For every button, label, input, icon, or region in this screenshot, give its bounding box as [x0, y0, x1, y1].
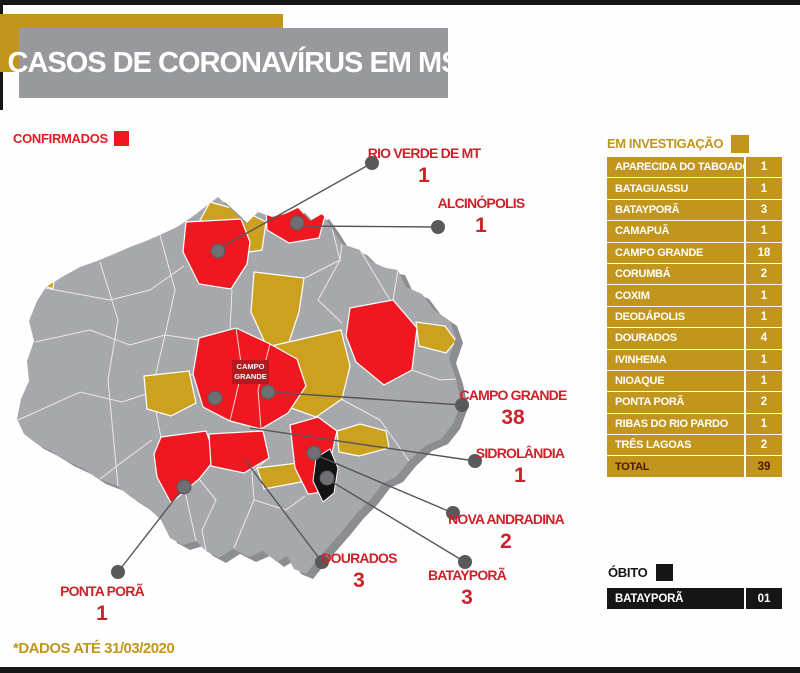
table-row: COXIM 1	[607, 285, 782, 306]
table-row: CORUMBÁ 2	[607, 263, 782, 285]
table-row: DEODÁPOLIS 1	[607, 306, 782, 328]
city-name: TRÊS LAGOAS	[607, 435, 746, 456]
red-square-icon	[113, 131, 129, 146]
callout-value: 2	[500, 530, 512, 554]
total-count: 39	[746, 456, 782, 477]
city-name: BATAGUASSU	[607, 178, 746, 199]
callout-value: 1	[514, 464, 526, 488]
black-square-icon	[656, 564, 674, 581]
city-name: APARECIDA DO TABOADO	[607, 157, 746, 178]
callout-value: 1	[96, 602, 108, 626]
city-name: DEODÁPOLIS	[607, 306, 746, 328]
page-title: CASOS DE CORONAVÍRUS EM MS	[7, 46, 461, 79]
map-markers	[176, 215, 335, 495]
callout-name: NOVA ANDRADINA	[448, 511, 565, 527]
city-count: 2	[746, 263, 782, 285]
callout-name: RIO VERDE DE MT	[367, 145, 481, 161]
legend-confirmados-label: CONFIRMADOS	[13, 131, 108, 146]
city-name: DOURADOS	[607, 328, 746, 349]
callout-value: 1	[418, 164, 430, 188]
city-count: 4	[746, 328, 782, 349]
table-total-row: TOTAL 39	[607, 456, 782, 477]
data-date-footnote: *DADOS ATÉ 31/03/2020	[13, 640, 175, 657]
callout-dourados: DOURADOS 3	[321, 550, 397, 593]
callout-value: 38	[501, 406, 525, 430]
table-row: CAMAPUÃ 1	[607, 221, 782, 242]
legend-obito: ÓBITO	[608, 563, 674, 581]
table-row: NIOAQUE 1	[607, 370, 782, 392]
callout-name: BATAYPORÃ	[427, 567, 507, 583]
callout-value: 1	[475, 214, 487, 238]
table-row: RIBAS DO RIO PARDO 1	[607, 413, 782, 435]
label-end-dots	[111, 156, 482, 579]
callout-alcinopolis: ALCINÓPOLIS 1	[437, 195, 526, 238]
callout-value: 3	[353, 569, 365, 593]
legend-em-investigacao: EM INVESTIGAÇÃO	[607, 133, 750, 153]
city-count: 2	[746, 392, 782, 413]
table-row: BATAGUASSU 1	[607, 178, 782, 199]
callout-name: PONTA PORÃ	[60, 583, 145, 599]
city-count: 1	[746, 370, 782, 392]
city-name: COXIM	[607, 285, 746, 306]
callout-bataypora: BATAYPORÃ 3	[427, 567, 507, 610]
city-name: CAMAPUÃ	[607, 221, 746, 242]
city-count: 18	[746, 242, 782, 263]
bottom-black-bar	[0, 667, 800, 673]
city-name: NIOAQUE	[607, 370, 746, 392]
city-name: IVINHEMA	[607, 349, 746, 370]
legend-confirmados: CONFIRMADOS	[13, 131, 129, 146]
gold-square-icon	[731, 135, 750, 153]
city-count: 1	[746, 285, 782, 306]
table-row: PONTA PORÃ 2	[607, 392, 782, 413]
connector-lines	[117, 162, 476, 573]
callout-value: 3	[461, 586, 473, 610]
callout-name: CAMPO GRANDE	[459, 387, 567, 403]
table-row: IVINHEMA 1	[607, 349, 782, 370]
city-count: 3	[746, 199, 782, 221]
callout-rio-verde-de-mt: RIO VERDE DE MT 1	[367, 145, 481, 188]
callout-sidrolandia: SIDROLÂNDIA 1	[475, 445, 565, 488]
callout-name: SIDROLÂNDIA	[475, 445, 565, 461]
callout-ponta-pora: PONTA PORÃ 1	[60, 583, 145, 626]
total-label: TOTAL	[607, 456, 746, 477]
legend-obito-label: ÓBITO	[608, 564, 648, 580]
investigation-table: APARECIDA DO TABOADO 1 BATAGUASSU 1 BATAYP…	[607, 157, 782, 478]
obito-row: BATAYPORÃ 01	[607, 588, 782, 609]
callout-nova-andradina: NOVA ANDRADINA 2	[448, 511, 565, 554]
top-black-bar	[0, 0, 800, 5]
city-count: 1	[746, 178, 782, 199]
obito-city-name: BATAYPORÃ	[607, 588, 746, 609]
city-count: 1	[746, 221, 782, 242]
city-name: RIBAS DO RIO PARDO	[607, 413, 746, 435]
table-row: DOURADOS 4	[607, 328, 782, 349]
table-row: TRÊS LAGOAS 2	[607, 435, 782, 456]
city-count: 2	[746, 435, 782, 456]
city-count: 1	[746, 306, 782, 328]
city-name: CORUMBÁ	[607, 263, 746, 285]
city-count: 1	[746, 157, 782, 178]
callout-campo-grande: CAMPO GRANDE 38	[459, 387, 567, 430]
table-row: APARECIDA DO TABOADO 1	[607, 157, 782, 178]
campo-grande-map-tag: CAMPO GRANDE	[232, 360, 269, 384]
city-count: 1	[746, 413, 782, 435]
table-row: CAMPO GRANDE 18	[607, 242, 782, 263]
callout-name: ALCINÓPOLIS	[437, 195, 526, 211]
obito-count: 01	[746, 588, 782, 609]
title-banner: CASOS DE CORONAVÍRUS EM MS	[8, 28, 461, 98]
callout-name: DOURADOS	[321, 550, 397, 566]
table-row: BATAYPORÃ 3	[607, 199, 782, 221]
city-name: PONTA PORÃ	[607, 392, 746, 413]
city-name: BATAYPORÃ	[607, 199, 746, 221]
city-count: 1	[746, 349, 782, 370]
city-name: CAMPO GRANDE	[607, 242, 746, 263]
legend-investigacao-label: EM INVESTIGAÇÃO	[607, 135, 724, 151]
